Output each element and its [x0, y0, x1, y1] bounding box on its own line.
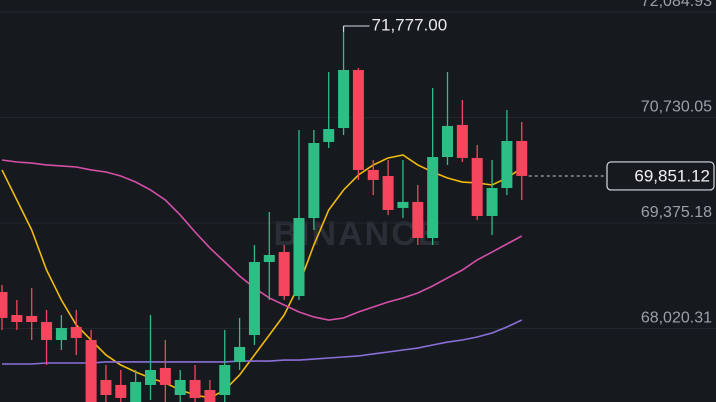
- candle-body: [427, 157, 439, 239]
- candle-body: [471, 157, 483, 216]
- candle-body: [397, 201, 409, 208]
- candle-body: [516, 140, 528, 176]
- candle-body: [352, 69, 364, 170]
- candle-body: [501, 140, 513, 189]
- candle-body: [115, 384, 127, 398]
- candle-body: [323, 128, 335, 142]
- candle-body: [308, 143, 320, 218]
- candle-body: [442, 125, 453, 158]
- candle-body: [338, 69, 350, 128]
- candle-body: [278, 252, 290, 297]
- last-price-box: [606, 161, 715, 191]
- candle-body: [248, 261, 260, 336]
- candle-body: [189, 379, 201, 398]
- candle-body: [85, 340, 97, 402]
- y-tick-label: 68,020.31: [641, 310, 712, 327]
- ma-line: [1, 159, 523, 321]
- candle-body: [100, 379, 112, 395]
- candle-body: [382, 176, 394, 210]
- candle-body: [456, 124, 468, 158]
- y-tick-label: 69,375.18: [641, 204, 712, 221]
- candle-body: [204, 390, 216, 402]
- candle-body: [174, 379, 186, 395]
- high-marker-label: 71,777.00: [372, 15, 448, 34]
- candle-body: [367, 169, 379, 180]
- candle-body: [486, 188, 498, 216]
- y-tick-label: 72,084.93: [641, 0, 712, 10]
- y-tick-label: 70,730.05: [641, 99, 712, 116]
- last-price-label: 69,851.12: [634, 166, 710, 185]
- candle-body: [234, 346, 246, 362]
- candle-body: [55, 328, 67, 341]
- candle-body: [41, 322, 53, 341]
- candle-body: [263, 254, 275, 262]
- candle-body: [145, 369, 156, 385]
- candle-body: [26, 315, 38, 323]
- candle-body: [159, 367, 171, 385]
- candle-body: [70, 327, 82, 338]
- candle-body: [0, 291, 8, 318]
- candle-body: [293, 217, 305, 297]
- candle-body: [130, 381, 142, 402]
- candle-body: [412, 201, 424, 239]
- candle-body: [219, 365, 231, 395]
- candle-body: [11, 315, 23, 323]
